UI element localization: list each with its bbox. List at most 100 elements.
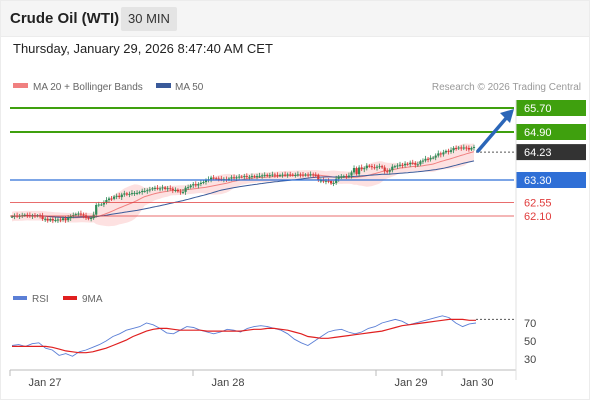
candle [424, 158, 427, 161]
candle [427, 158, 430, 160]
candle [189, 185, 192, 188]
candle [383, 167, 386, 172]
candle [419, 161, 422, 165]
candle [444, 150, 447, 153]
candle [179, 191, 182, 193]
candle [138, 192, 141, 194]
candle [240, 176, 243, 178]
candle [77, 213, 80, 215]
pivot-label-box [516, 172, 586, 188]
candle [230, 177, 233, 179]
candle [299, 174, 302, 176]
candle [233, 177, 236, 179]
candle [365, 165, 368, 169]
candle [64, 218, 67, 221]
chart-header: Crude Oil (WTI) 30 MIN [0, 0, 590, 37]
candle [291, 174, 294, 176]
candle [217, 178, 220, 180]
timestamp: Thursday, January 29, 2026 8:47:40 AM CE… [13, 41, 273, 56]
instrument-title: Crude Oil (WTI) [10, 10, 120, 27]
candle [455, 148, 458, 149]
candle [169, 188, 172, 190]
candle [238, 176, 241, 178]
candle [294, 174, 297, 176]
candle [113, 196, 116, 199]
candle [352, 168, 356, 173]
ma20-legend-swatch [13, 83, 28, 88]
candle [370, 166, 373, 168]
candle [398, 164, 402, 166]
candle [90, 218, 93, 219]
candle [381, 166, 384, 168]
resistance-label-box [516, 100, 586, 116]
candle [210, 177, 213, 180]
candle [345, 176, 348, 178]
candle [136, 192, 139, 194]
candle [171, 188, 174, 191]
x-tick-label: Jan 29 [394, 377, 427, 389]
support-label: 62.10 [524, 211, 552, 223]
candle [467, 148, 470, 150]
candle [429, 157, 432, 160]
candle [391, 166, 394, 171]
candle [181, 191, 185, 193]
trend-arrow-shaft [476, 114, 510, 153]
candle [130, 193, 134, 195]
candle [156, 187, 159, 189]
candle [317, 175, 320, 181]
copyright: Research © 2026 Trading Central [432, 82, 581, 93]
candle [266, 174, 269, 176]
candle [452, 148, 455, 151]
rsi-legend-label: RSI [32, 294, 49, 305]
candle [393, 166, 396, 168]
candle [347, 175, 350, 177]
candle [199, 182, 202, 184]
candle [82, 214, 85, 216]
candle [123, 193, 126, 195]
rsi-legend: RSI 9MA [13, 294, 103, 305]
candle [314, 174, 317, 176]
candle [337, 176, 340, 179]
ma50-legend-label: MA 50 [175, 82, 204, 93]
rsi-panel: 70 50 30 [11, 315, 536, 366]
candle [118, 195, 121, 197]
candle [187, 187, 190, 189]
candle [472, 147, 476, 148]
candle [120, 194, 123, 198]
candle [281, 174, 284, 176]
rsi-tick-label: 30 [524, 354, 536, 366]
candle [360, 167, 363, 170]
x-tick-label: Jan 30 [460, 377, 493, 389]
interval-button[interactable]: 30 MIN [121, 7, 177, 31]
candle [158, 188, 162, 190]
candle [26, 214, 29, 216]
candle [261, 175, 264, 177]
candle [176, 189, 179, 192]
candle [248, 176, 251, 178]
candle [268, 175, 271, 177]
candle [107, 198, 111, 200]
candle [465, 147, 468, 149]
candle [166, 188, 169, 190]
candle [432, 157, 435, 159]
candle [67, 218, 70, 221]
candle [350, 172, 353, 176]
candle [100, 204, 103, 206]
candle [46, 218, 49, 221]
candle [174, 189, 177, 191]
candle [406, 163, 409, 165]
rsi-ma-legend-swatch [63, 296, 77, 300]
candle [460, 147, 463, 149]
candle [194, 184, 197, 186]
candle [204, 180, 208, 182]
candle [245, 176, 248, 178]
pivot-label: 63.30 [524, 175, 552, 187]
candle [84, 215, 88, 218]
candle [102, 202, 105, 205]
candle [215, 178, 218, 180]
candle [368, 165, 371, 167]
candle [301, 174, 305, 176]
candle [447, 150, 450, 152]
candle [133, 192, 136, 194]
candle [41, 215, 44, 219]
